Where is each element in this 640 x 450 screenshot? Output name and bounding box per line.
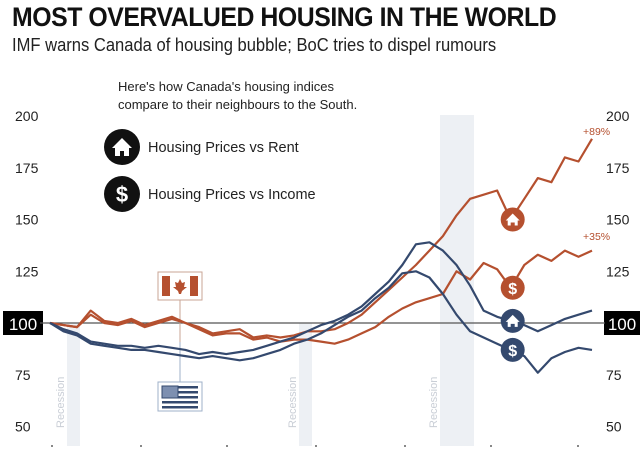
end-label-canada-rent: +89% — [583, 126, 610, 138]
recession-label: Recession — [428, 377, 440, 428]
end-label-canada-income: +35% — [583, 231, 610, 243]
chart-note-line-2: compare to their neighbours to the South… — [118, 97, 357, 112]
x-tick — [490, 445, 492, 447]
dollar-icon — [104, 176, 140, 212]
y-tick-label: 125 — [15, 263, 39, 279]
dollar-icon-marker: $ — [500, 337, 525, 362]
y-tick-label: 100 — [608, 315, 636, 334]
recession-label: Recession — [287, 377, 299, 428]
y-tick-label: 50 — [606, 419, 622, 435]
recession-label: Recession — [55, 377, 67, 428]
y-tick-label: 75 — [606, 367, 622, 383]
house-icon-marker — [500, 207, 525, 232]
recession-band — [299, 323, 312, 446]
svg-text:$: $ — [508, 343, 517, 360]
x-tick — [226, 445, 228, 447]
y-tick-label: 50 — [15, 419, 31, 435]
dollar-icon-glyph: $ — [116, 182, 128, 207]
x-tick — [404, 445, 406, 447]
dollar-icon-marker: $ — [500, 275, 525, 300]
chart-subtitle: IMF warns Canada of housing bubble; BoC … — [12, 35, 497, 55]
y-tick-label: 125 — [606, 263, 630, 279]
y-axis-right: 200 175 150 125 100 75 50 — [604, 108, 640, 435]
series-markers: $$ — [500, 207, 525, 362]
x-axis-ticks — [51, 445, 579, 447]
y-tick-label: 200 — [606, 108, 630, 124]
legend-item-income: $ Housing Prices vs Income — [104, 176, 316, 212]
x-tick — [315, 445, 317, 447]
legend-label-income: Housing Prices vs Income — [148, 187, 316, 203]
baseline-label-box — [3, 311, 43, 335]
chart-note-line-1: Here's how Canada's housing indices — [118, 79, 334, 94]
y-tick-label: 150 — [15, 212, 39, 228]
svg-text:$: $ — [508, 281, 517, 298]
x-tick — [140, 445, 142, 447]
legend-item-rent: Housing Prices vs Rent — [104, 129, 299, 165]
us-flag-icon — [157, 381, 203, 412]
y-axis-left: 200 175 150 125 100 75 50 — [3, 108, 43, 435]
baseline-label-box — [604, 311, 640, 335]
series-line-canada-rent — [49, 138, 593, 339]
y-tick-label: 75 — [15, 367, 31, 383]
legend: Housing Prices vs Rent $ Housing Prices … — [104, 129, 316, 212]
canada-flag-icon — [157, 271, 203, 301]
series-layer — [49, 138, 593, 374]
y-tick-label: 200 — [15, 108, 39, 124]
legend-label-rent: Housing Prices vs Rent — [148, 140, 299, 156]
y-tick-label: 100 — [9, 315, 37, 334]
house-icon-marker — [500, 308, 525, 333]
recession-band — [440, 115, 474, 446]
y-tick-label: 175 — [606, 160, 630, 176]
recession-bands: Recession Recession Recession — [55, 115, 474, 446]
chart-title: MOST OVERVALUED HOUSING IN THE WORLD — [12, 2, 557, 32]
x-tick — [51, 445, 53, 447]
y-tick-label: 175 — [15, 160, 39, 176]
series-line-canada-income — [49, 249, 593, 345]
x-tick — [577, 445, 579, 447]
recession-band — [67, 323, 80, 446]
y-tick-label: 150 — [606, 212, 630, 228]
house-icon-glyph — [112, 138, 132, 156]
